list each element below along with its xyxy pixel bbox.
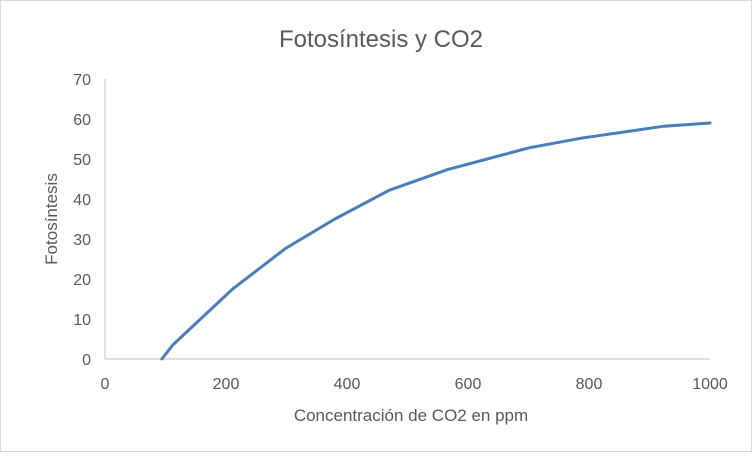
x-tick-label: 600 <box>455 376 482 393</box>
y-tick-label: 10 <box>73 312 91 329</box>
y-tick-label: 70 <box>73 72 91 89</box>
y-tick-label: 50 <box>73 152 91 169</box>
y-tick-label: 60 <box>73 112 91 129</box>
x-tick-label: 0 <box>101 376 110 393</box>
x-axis-label: Concentración de CO2 en ppm <box>294 406 528 425</box>
y-tick-label: 40 <box>73 192 91 209</box>
y-tick-label: 30 <box>73 232 91 249</box>
y-axis-label: Fotosíntesis <box>42 173 61 265</box>
x-tick-label: 1000 <box>692 376 728 393</box>
y-tick-label: 0 <box>82 352 91 369</box>
y-tick-label: 20 <box>73 272 91 289</box>
x-tick-label: 800 <box>576 376 603 393</box>
chart-title: Fotosíntesis y CO2 <box>279 26 483 53</box>
series-line <box>160 121 712 361</box>
x-tick-label: 400 <box>334 376 361 393</box>
x-tick-label: 200 <box>213 376 240 393</box>
